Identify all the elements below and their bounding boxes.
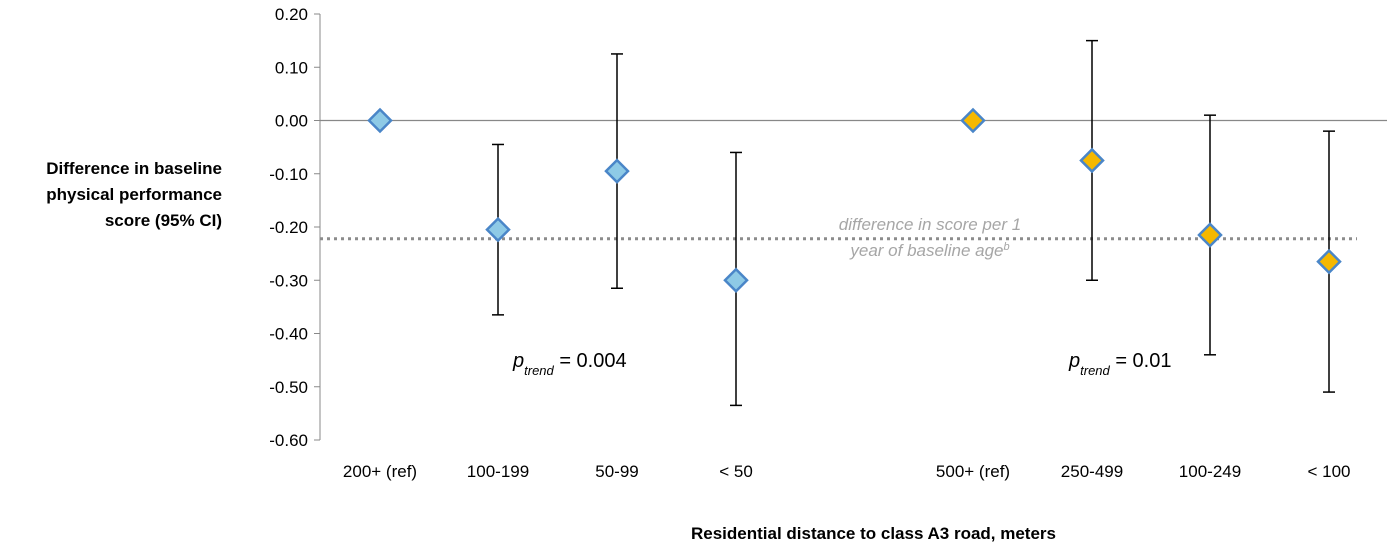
y-axis-label: Difference in baseline physical performa… — [0, 156, 222, 234]
y-tick-label: -0.30 — [269, 271, 308, 290]
y-tick-label: 0.00 — [275, 112, 308, 131]
data-point-diamond — [1079, 147, 1105, 174]
p-trend-annotation: ptrend = 0.004 — [512, 350, 627, 378]
y-tick-label: -0.50 — [269, 378, 308, 397]
x-axis-label: Residential distance to class A3 road, m… — [690, 524, 1056, 543]
data-point-diamond — [1197, 222, 1223, 248]
data-point-diamond — [485, 216, 511, 243]
data-point-diamond — [1316, 248, 1342, 275]
x-tick-label: 50-99 — [595, 462, 638, 481]
y-tick-label: 0.10 — [275, 58, 308, 77]
y-tick-label: -0.20 — [269, 218, 308, 237]
x-tick-label: 200+ (ref) — [343, 462, 417, 481]
x-tick-label: < 50 — [719, 462, 753, 481]
x-tick-label: 500+ (ref) — [936, 462, 1010, 481]
data-point-diamond — [604, 158, 630, 184]
y-tick-label: -0.60 — [269, 431, 308, 450]
p-trend-annotation: ptrend = 0.01 — [1068, 350, 1171, 378]
data-point-diamond — [367, 107, 393, 134]
x-tick-label: 250-499 — [1061, 462, 1123, 481]
data-point-diamond — [960, 107, 986, 134]
x-tick-label: 100-249 — [1179, 462, 1241, 481]
y-tick-label: -0.10 — [269, 165, 308, 184]
y-tick-label: 0.20 — [275, 5, 308, 24]
y-tick-label: -0.40 — [269, 325, 308, 344]
y-axis-label-line-3: score (95% CI) — [104, 211, 222, 230]
data-point-diamond — [723, 267, 749, 294]
x-tick-label: < 100 — [1307, 462, 1350, 481]
reference-line-label-1: difference in score per 1 — [839, 215, 1021, 234]
reference-line-label-2: year of baseline ageb — [849, 241, 1009, 260]
x-tick-label: 100-199 — [467, 462, 529, 481]
y-axis-label-line-1: Difference in baseline — [46, 159, 222, 178]
y-axis-label-line-2: physical performance — [46, 185, 222, 204]
